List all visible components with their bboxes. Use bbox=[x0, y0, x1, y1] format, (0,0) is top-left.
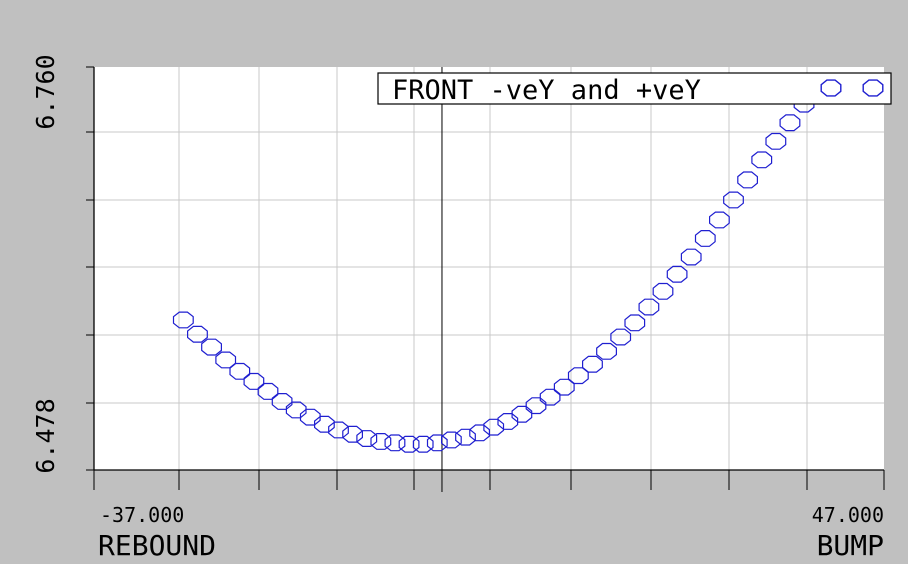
data-point bbox=[271, 393, 293, 410]
data-point bbox=[455, 428, 476, 446]
data-point bbox=[469, 424, 490, 442]
data-point bbox=[539, 388, 561, 406]
data-point bbox=[596, 342, 618, 360]
data-point bbox=[229, 362, 251, 380]
data-point bbox=[779, 114, 801, 132]
data-point bbox=[723, 191, 744, 209]
data-point bbox=[694, 230, 716, 247]
y-tick-label-min: 6.478 bbox=[31, 398, 60, 473]
data-point bbox=[314, 415, 335, 433]
data-point bbox=[342, 425, 363, 443]
x-tick-label-min: -37.000 bbox=[100, 503, 184, 527]
data-point bbox=[328, 421, 349, 439]
legend-markers bbox=[820, 79, 884, 97]
legend-marker bbox=[862, 79, 884, 97]
data-point bbox=[215, 351, 237, 369]
data-point bbox=[581, 355, 603, 373]
data-point bbox=[497, 413, 519, 430]
data-point bbox=[624, 314, 646, 332]
data-point bbox=[412, 435, 434, 453]
data-point bbox=[441, 431, 462, 449]
data-point bbox=[398, 435, 420, 453]
gridlines bbox=[94, 67, 884, 470]
data-point bbox=[356, 430, 378, 447]
data-point bbox=[172, 311, 194, 329]
data-point bbox=[257, 382, 279, 400]
plot-area bbox=[94, 67, 884, 470]
x-axis-label-bump: BUMP bbox=[817, 529, 884, 562]
data-point bbox=[680, 248, 702, 266]
data-point bbox=[426, 434, 448, 452]
data-point bbox=[511, 405, 533, 423]
data-point bbox=[525, 397, 547, 415]
data-point bbox=[708, 211, 730, 229]
data-point bbox=[187, 325, 208, 343]
data-point bbox=[243, 372, 265, 390]
data-point bbox=[737, 171, 759, 189]
x-axis-label-rebound: REBOUND bbox=[98, 529, 216, 562]
data-point bbox=[299, 408, 321, 426]
legend-label: FRONT -veY and +veY bbox=[392, 75, 701, 106]
axes bbox=[86, 66, 885, 492]
y-tick-label-max: 6.760 bbox=[31, 54, 60, 129]
data-point bbox=[666, 265, 688, 283]
data-point bbox=[201, 338, 222, 356]
data-point bbox=[610, 328, 632, 346]
data-point bbox=[285, 401, 307, 419]
data-point bbox=[765, 132, 787, 150]
legend: FRONT -veY and +veY bbox=[377, 72, 892, 106]
legend-marker bbox=[820, 79, 842, 97]
data-point bbox=[483, 418, 505, 436]
data-point bbox=[751, 151, 773, 169]
data-points bbox=[172, 95, 815, 453]
data-point bbox=[638, 298, 660, 316]
x-tick-label-max: 47.000 bbox=[812, 503, 884, 527]
data-point bbox=[652, 282, 674, 300]
